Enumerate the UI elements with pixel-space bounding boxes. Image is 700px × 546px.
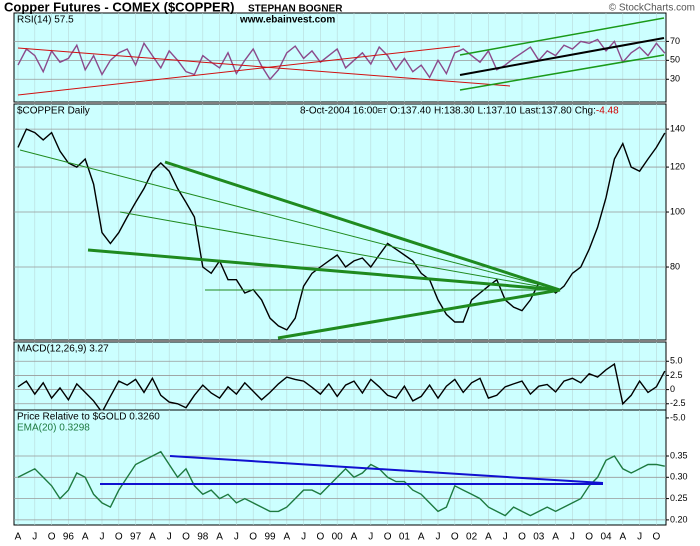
x-tick-label: A <box>418 532 425 543</box>
price-line <box>17 450 665 517</box>
x-tick-label: 00 <box>332 532 344 543</box>
x-tick-label: J <box>100 532 105 543</box>
x-tick-label: J <box>570 532 575 543</box>
quote-text: 8-Oct-2004 16:00 <box>300 106 378 117</box>
x-tick-label: A <box>15 532 22 543</box>
x-tick-label: J <box>436 532 441 543</box>
y-tick-label: 140 <box>670 123 685 133</box>
price-line <box>17 38 666 81</box>
trend-line <box>164 160 561 292</box>
price-line <box>17 362 666 414</box>
quote-text: -4.48 <box>596 106 619 117</box>
x-tick-label: 03 <box>533 532 545 543</box>
x-tick-label: A <box>82 532 89 543</box>
panel-annotation: EMA(20) 0.3298 <box>17 423 90 434</box>
quote-text: Last:137.80 <box>519 106 572 117</box>
x-tick-label: J <box>234 532 239 543</box>
y-tick-label: 70 <box>670 36 680 46</box>
y-tick-label: 2.5 <box>670 370 683 380</box>
trend-line <box>169 455 604 484</box>
quote-text: O:137.40 <box>390 106 432 117</box>
panel-title: RSI(14) 57.5 <box>17 15 74 26</box>
x-tick-label: O <box>518 532 526 543</box>
x-tick-label: J <box>637 532 642 543</box>
y-tick-label: 5.0 <box>670 356 683 366</box>
y-tick-label: 120 <box>670 161 685 171</box>
header-title: Copper Futures - COMEX ($COPPER) <box>4 0 234 14</box>
trend-line <box>17 47 511 87</box>
trend-line <box>277 288 561 340</box>
panel <box>13 12 667 103</box>
trend-line <box>87 248 561 292</box>
x-tick-label: O <box>249 532 257 543</box>
quote-text: L:137.10 <box>478 106 517 117</box>
x-tick-label: A <box>619 532 626 543</box>
x-tick-label: 99 <box>264 532 276 543</box>
y-tick-label: 80 <box>670 261 680 271</box>
y-tick-label: -2.5 <box>670 398 686 408</box>
header-credit: © StockCharts.com <box>609 3 695 14</box>
trend-lines <box>17 17 665 485</box>
x-tick-label: 96 <box>63 532 75 543</box>
x-tick-label: A <box>216 532 223 543</box>
x-tick-label: A <box>485 532 492 543</box>
quote-text: ET <box>378 108 388 115</box>
x-tick-label: J <box>32 532 37 543</box>
x-tick-label: 04 <box>600 532 612 543</box>
y-tick-label: -5.0 <box>670 412 686 422</box>
panel-title: Price Relative to $GOLD 0.3260 <box>17 412 160 423</box>
y-tick-label: 50 <box>670 55 680 65</box>
x-tick-label: O <box>317 532 325 543</box>
x-tick-label: O <box>115 532 123 543</box>
x-tick-label: O <box>384 532 392 543</box>
panels: 70 50 30 RSI(14) 57.5 140 120 100 80 $COPPER Dai… <box>13 12 688 543</box>
x-tick-label: O <box>451 532 459 543</box>
y-tick-label: 100 <box>670 206 685 216</box>
x-tick-label: J <box>503 532 508 543</box>
x-tick-label: A <box>283 532 290 543</box>
quote-text: Chg: <box>575 106 596 117</box>
panel-title: $COPPER Daily <box>17 106 90 117</box>
trend-line <box>17 45 461 96</box>
trend-line <box>459 54 665 91</box>
header-website: www.ebainvest.com <box>239 15 335 26</box>
panel-title: MACD(12,26,9) 3.27 <box>17 344 109 355</box>
y-tick-label: 30 <box>670 74 680 84</box>
x-tick-label: O <box>653 532 661 543</box>
x-tick-label: J <box>368 532 373 543</box>
x-tick-label: J <box>167 532 172 543</box>
trend-line <box>119 211 561 291</box>
x-tick-label: A <box>351 532 358 543</box>
x-tick-label: A <box>552 532 559 543</box>
trend-line <box>459 17 665 56</box>
x-tick-label: 01 <box>399 532 411 543</box>
y-tick-label: 0.20 <box>670 514 688 524</box>
x-tick-label: A <box>149 532 156 543</box>
header-author: STEPHAN BOGNER <box>248 4 343 15</box>
quote-text: H:138.30 <box>434 106 475 117</box>
x-tick-label: 98 <box>197 532 209 543</box>
y-tick-label: 0.35 <box>670 450 688 460</box>
y-tick-label: 0.25 <box>670 493 688 503</box>
x-tick-label: O <box>182 532 190 543</box>
x-tick-label: J <box>301 532 306 543</box>
x-tick-label: 97 <box>130 532 142 543</box>
x-tick-label: O <box>48 532 56 543</box>
y-tick-label: 0.30 <box>670 472 688 482</box>
x-tick-label: 02 <box>466 532 478 543</box>
y-tick-label: 0 <box>670 384 675 394</box>
x-tick-label: O <box>585 532 593 543</box>
panel <box>13 341 667 411</box>
trend-line <box>459 37 665 76</box>
trend-line <box>19 149 561 291</box>
panel <box>13 103 667 341</box>
